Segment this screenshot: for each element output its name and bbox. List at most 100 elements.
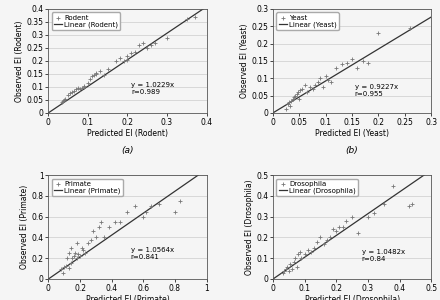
Primate bbox=[78, 245, 85, 250]
Primate bbox=[69, 256, 76, 261]
Drosophila bbox=[339, 225, 346, 230]
Rodent bbox=[78, 86, 85, 91]
Drosophila bbox=[330, 227, 337, 232]
Drosophila bbox=[326, 235, 334, 240]
Yeast bbox=[282, 107, 290, 112]
Rodent bbox=[148, 43, 155, 48]
X-axis label: Predicted EI (Yeast): Predicted EI (Yeast) bbox=[315, 129, 389, 138]
Drosophila bbox=[311, 245, 318, 250]
Drosophila bbox=[390, 183, 397, 188]
Rodent bbox=[81, 83, 88, 88]
Drosophila bbox=[289, 266, 296, 271]
Legend: Rodent, Linear (Rodent): Rodent, Linear (Rodent) bbox=[52, 13, 121, 30]
Text: y = 1.0229x
r=0.989: y = 1.0229x r=0.989 bbox=[132, 82, 175, 95]
Primate bbox=[100, 235, 107, 240]
Drosophila bbox=[355, 231, 362, 236]
Yeast bbox=[333, 65, 340, 70]
Rodent bbox=[66, 91, 73, 96]
Primate bbox=[84, 240, 92, 245]
Primate bbox=[67, 245, 74, 250]
Yeast bbox=[296, 97, 303, 101]
Yeast bbox=[290, 97, 297, 101]
Yeast bbox=[317, 76, 324, 81]
Yeast bbox=[325, 78, 332, 82]
Primate bbox=[143, 209, 150, 214]
Rodent bbox=[104, 66, 111, 71]
Y-axis label: Observed EI (Primate): Observed EI (Primate) bbox=[20, 185, 29, 269]
Drosophila bbox=[301, 252, 308, 256]
X-axis label: Predicted EI (Drosophila): Predicted EI (Drosophila) bbox=[304, 295, 400, 300]
Rodent bbox=[100, 73, 107, 78]
Yeast bbox=[304, 90, 311, 94]
Drosophila bbox=[314, 239, 321, 244]
Text: y = 0.9227x
r=0.955: y = 0.9227x r=0.955 bbox=[355, 84, 398, 97]
Primate bbox=[64, 256, 71, 261]
Rodent bbox=[81, 85, 88, 89]
Text: y = 1.0564x
r=0.841: y = 1.0564x r=0.841 bbox=[131, 247, 174, 260]
Yeast bbox=[292, 93, 299, 98]
Primate bbox=[66, 250, 73, 255]
Rodent bbox=[152, 40, 159, 45]
Yeast bbox=[306, 85, 313, 89]
Primate bbox=[70, 254, 77, 259]
Rodent bbox=[96, 69, 103, 74]
Rodent bbox=[191, 14, 198, 19]
Yeast bbox=[314, 79, 321, 84]
Rodent bbox=[116, 56, 123, 61]
Primate bbox=[66, 265, 73, 270]
Rodent bbox=[144, 46, 151, 50]
Primate bbox=[111, 220, 118, 224]
Drosophila bbox=[292, 256, 299, 261]
Rodent bbox=[84, 81, 92, 85]
Primate bbox=[72, 250, 79, 255]
Drosophila bbox=[380, 202, 387, 207]
Yeast bbox=[295, 90, 302, 94]
Drosophila bbox=[371, 210, 378, 215]
Drosophila bbox=[285, 268, 292, 273]
Yeast bbox=[285, 100, 292, 105]
Drosophila bbox=[284, 264, 291, 269]
Drosophila bbox=[293, 264, 300, 269]
Rodent bbox=[183, 17, 191, 22]
Yeast bbox=[319, 85, 326, 89]
Yeast bbox=[407, 26, 414, 30]
Drosophila bbox=[287, 262, 294, 267]
Rodent bbox=[73, 87, 80, 92]
Drosophila bbox=[320, 241, 327, 246]
Yeast bbox=[364, 60, 371, 65]
Rodent bbox=[86, 77, 93, 82]
Rodent bbox=[62, 96, 69, 101]
Drosophila bbox=[279, 270, 286, 275]
Primate bbox=[97, 220, 104, 224]
Drosophila bbox=[323, 237, 330, 242]
Drosophila bbox=[348, 214, 356, 219]
Primate bbox=[88, 237, 95, 242]
Primate bbox=[81, 250, 88, 255]
Rodent bbox=[124, 57, 131, 62]
Rodent bbox=[77, 87, 84, 92]
Yeast bbox=[338, 62, 345, 67]
Rodent bbox=[88, 74, 95, 79]
Yeast bbox=[343, 60, 350, 65]
Rodent bbox=[60, 99, 67, 103]
X-axis label: Predicted EI (Primate): Predicted EI (Primate) bbox=[86, 295, 169, 300]
Drosophila bbox=[295, 252, 302, 256]
Legend: Yeast, Linear (Yeast): Yeast, Linear (Yeast) bbox=[276, 13, 339, 30]
Text: y = 1.0482x
r=0.84: y = 1.0482x r=0.84 bbox=[362, 249, 405, 262]
Rodent bbox=[90, 73, 97, 78]
Yeast bbox=[322, 74, 329, 79]
Drosophila bbox=[364, 214, 371, 219]
Text: (b): (b) bbox=[346, 146, 359, 155]
Drosophila bbox=[406, 204, 413, 209]
Primate bbox=[80, 248, 87, 252]
Primate bbox=[148, 204, 155, 209]
Primate bbox=[75, 252, 82, 256]
Rodent bbox=[92, 71, 99, 76]
Drosophila bbox=[308, 250, 315, 254]
Primate bbox=[176, 199, 183, 203]
Primate bbox=[59, 270, 66, 275]
Yeast bbox=[298, 86, 305, 91]
Primate bbox=[67, 261, 74, 266]
Y-axis label: Observed EI (Drosophila): Observed EI (Drosophila) bbox=[245, 179, 254, 275]
Drosophila bbox=[281, 268, 288, 273]
